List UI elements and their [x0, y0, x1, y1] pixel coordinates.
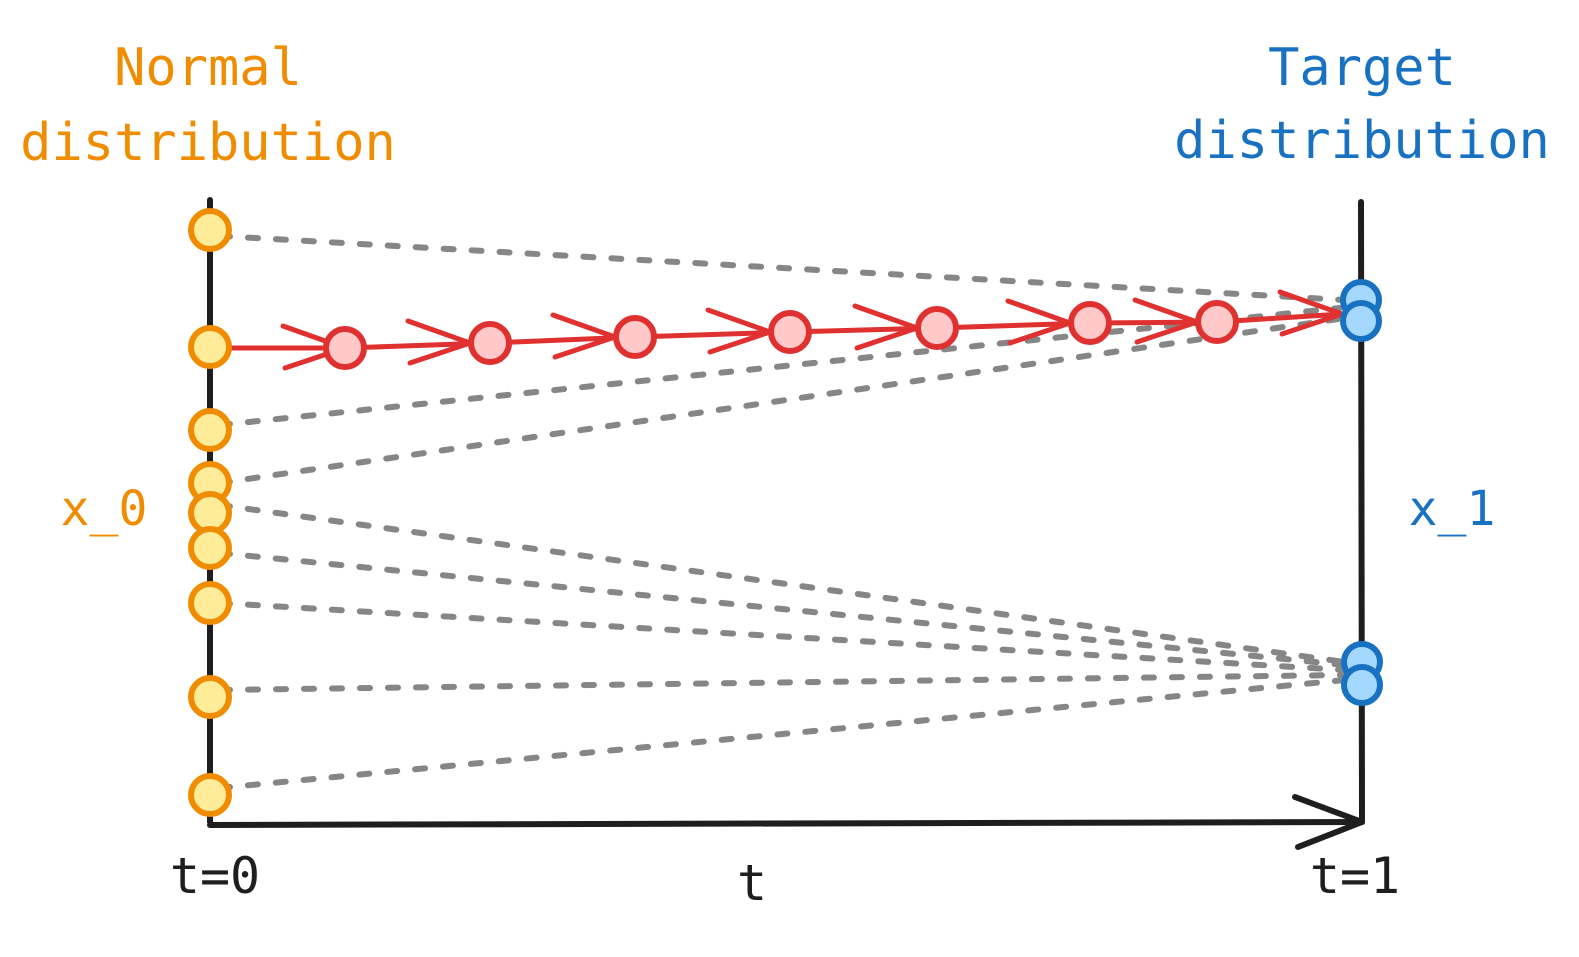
target-title-line2: distribution	[1174, 111, 1550, 171]
x0-label: x_0	[61, 481, 148, 537]
target-title-line1: Target	[1268, 38, 1456, 98]
source-title-line2: distribution	[20, 113, 396, 173]
coupling-line	[217, 502, 1348, 665]
intermediate-sample	[1068, 301, 1112, 345]
sample-trajectory	[207, 289, 1345, 371]
source-sample	[188, 581, 232, 625]
target-sample	[1340, 300, 1382, 342]
time-axis	[207, 819, 1365, 828]
intermediate-sample	[468, 321, 512, 365]
t0-label: t=0	[170, 847, 260, 905]
coupling-line	[217, 677, 1348, 791]
coupling-line	[217, 550, 1348, 668]
coupling-lines	[217, 233, 1348, 791]
source-sample	[188, 675, 232, 719]
coupling-line	[217, 305, 1343, 428]
intermediate-sample	[915, 306, 959, 350]
source-title-line1: Normal	[114, 38, 302, 98]
intermediate-sample	[768, 310, 812, 354]
arrowhead-icon	[550, 312, 618, 360]
time-axis-arrowhead	[1292, 794, 1365, 850]
source-sample	[188, 325, 232, 369]
source-samples	[188, 208, 232, 817]
target-samples	[1340, 279, 1383, 706]
intermediate-sample	[323, 326, 367, 370]
target-sample	[1341, 664, 1383, 706]
arrowhead-icon	[405, 318, 473, 366]
intermediate-sample	[613, 315, 657, 359]
source-sample	[188, 408, 232, 452]
source-sample	[188, 526, 232, 570]
intermediate-sample	[1195, 300, 1239, 344]
arrowhead-icon	[705, 307, 773, 355]
coupling-line	[217, 315, 1348, 486]
coupling-line	[217, 672, 1348, 693]
source-sample	[188, 208, 232, 252]
coupling-line	[217, 600, 1348, 673]
t-label: t	[737, 854, 767, 912]
coupling-line	[217, 233, 1348, 303]
t1-label: t=1	[1310, 847, 1400, 905]
source-sample	[188, 773, 232, 817]
x1-label: x_1	[1409, 481, 1496, 537]
